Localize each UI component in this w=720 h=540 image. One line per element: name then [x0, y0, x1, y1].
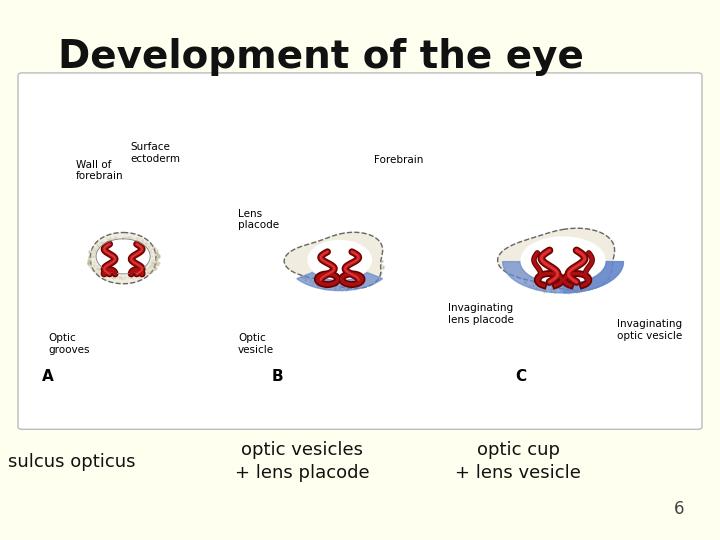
Polygon shape	[308, 241, 372, 279]
Polygon shape	[90, 233, 156, 284]
Polygon shape	[503, 261, 624, 293]
Polygon shape	[96, 239, 150, 274]
Polygon shape	[284, 232, 382, 288]
Text: Optic
vesicle: Optic vesicle	[238, 333, 274, 355]
Text: Lens
placode: Lens placode	[238, 209, 279, 231]
Text: Invaginating
optic vesicle: Invaginating optic vesicle	[617, 319, 683, 341]
Polygon shape	[521, 237, 605, 282]
Text: Wall of
forebrain: Wall of forebrain	[76, 160, 123, 181]
Text: Development of the eye: Development of the eye	[58, 38, 583, 76]
Text: A: A	[42, 369, 54, 384]
Text: optic cup
+ lens vesicle: optic cup + lens vesicle	[456, 441, 581, 483]
Text: sulcus opticus: sulcus opticus	[8, 453, 136, 471]
Text: C: C	[516, 369, 527, 384]
Text: B: B	[272, 369, 284, 384]
Text: Surface
ectoderm: Surface ectoderm	[130, 142, 180, 164]
Polygon shape	[498, 228, 615, 291]
Text: optic vesicles
+ lens placode: optic vesicles + lens placode	[235, 441, 369, 483]
Polygon shape	[297, 273, 382, 291]
Polygon shape	[563, 261, 624, 293]
FancyBboxPatch shape	[18, 73, 702, 429]
Text: Forebrain: Forebrain	[374, 155, 423, 165]
Text: Optic
grooves: Optic grooves	[49, 333, 90, 355]
Text: Invaginating
lens placode: Invaginating lens placode	[448, 303, 514, 325]
Text: 6: 6	[673, 501, 684, 518]
